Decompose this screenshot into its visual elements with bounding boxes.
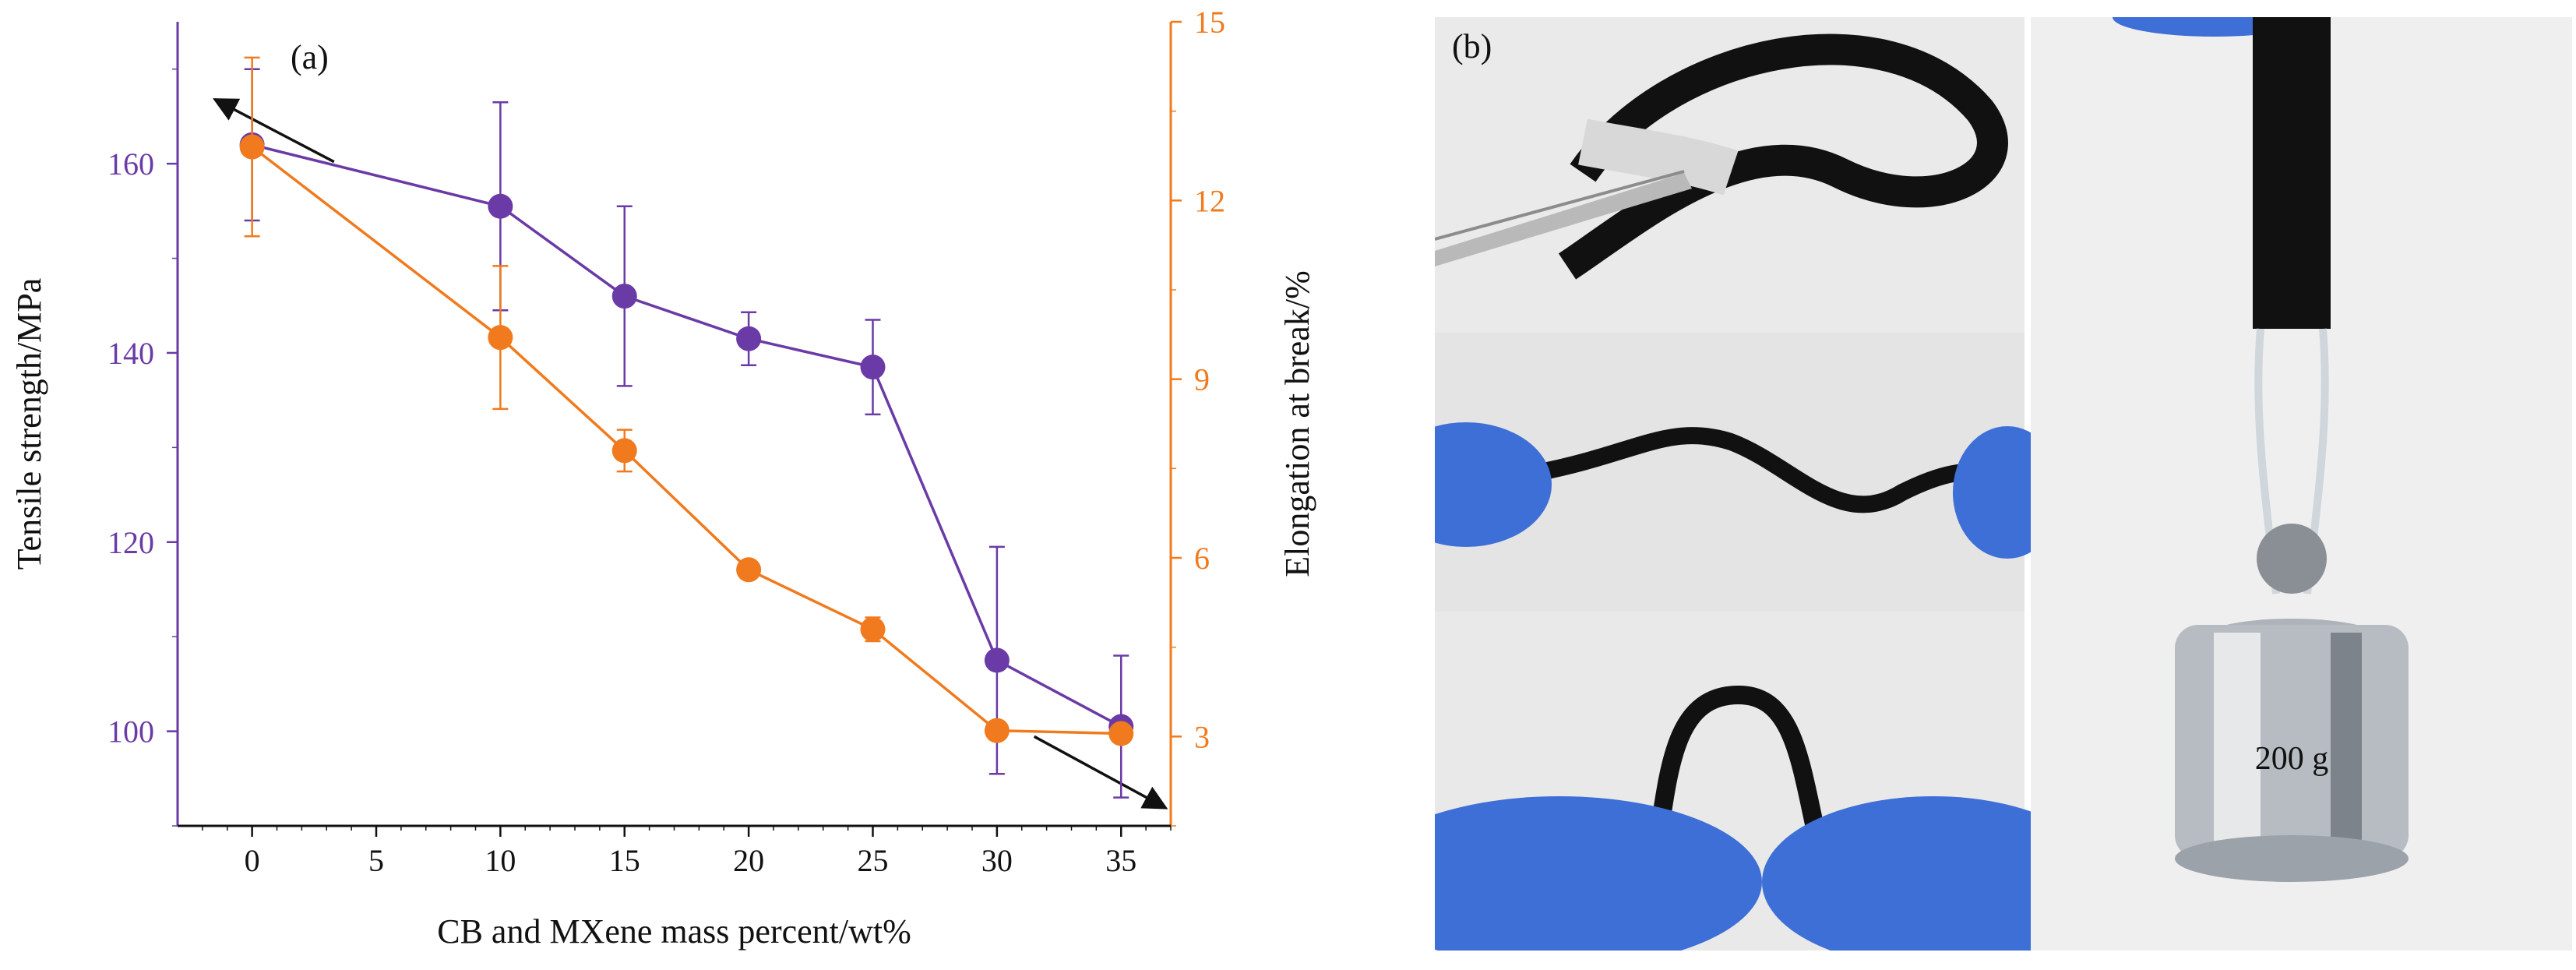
- photo-tweezers-ribbon: [1435, 17, 2025, 333]
- series-left: [239, 68, 1134, 799]
- photo-panel-b: 200 g (b): [1435, 17, 2572, 951]
- photo-twisted-ribbon: [1435, 333, 2062, 612]
- y-right-tick-label: 6: [1194, 541, 1210, 576]
- trend-arrow-left: [213, 98, 335, 164]
- y-left-tick-label: 120: [107, 525, 154, 560]
- x-tick-label: 25: [858, 843, 889, 878]
- data-point: [736, 326, 762, 351]
- data-point: [611, 284, 637, 309]
- x-tick-label: 20: [733, 843, 764, 878]
- chart-a: 0 5 10 15 20 25 30 35 100 120 140 160 3 6 9 12 15 CB and …: [10, 5, 1316, 951]
- y-left-tick-label: 100: [107, 714, 154, 750]
- x-tick-label: 0: [245, 843, 260, 878]
- data-point: [1108, 721, 1134, 746]
- data-point: [860, 616, 886, 642]
- y-axis-right-label: Elongation at break/%: [1278, 270, 1316, 577]
- data-point: [611, 438, 637, 464]
- y-right-tick-label: 15: [1194, 5, 1225, 40]
- weight-label: 200 g: [2255, 741, 2329, 777]
- y-axis-left-label: Tensile strength/MPa: [10, 278, 48, 570]
- photo-collage: 200 g (b): [1435, 17, 2572, 951]
- data-point: [736, 557, 762, 583]
- data-point: [488, 193, 513, 219]
- data-point: [984, 718, 1010, 743]
- x-tick-label: 30: [981, 843, 1013, 878]
- y-right-tick-label: 3: [1194, 719, 1210, 754]
- y-left-tick-label: 140: [107, 336, 154, 371]
- trend-arrow-right: [1033, 735, 1168, 810]
- panel-label-a: (a): [291, 38, 329, 76]
- panel-label-b: (b): [1452, 27, 1492, 65]
- series-line: [252, 143, 1122, 728]
- x-tick-label: 15: [609, 843, 640, 878]
- x-tick-label: 35: [1105, 843, 1136, 878]
- x-axis-label: CB and MXene mass percent/wt%: [437, 912, 911, 951]
- x-tick-label: 10: [485, 843, 516, 878]
- y-right-tick-label: 9: [1194, 362, 1210, 397]
- data-point: [984, 647, 1010, 673]
- x-tick-label: 5: [368, 843, 384, 878]
- data-point: [860, 354, 886, 380]
- series-right: [239, 56, 1134, 746]
- y-right-tick-label: 12: [1194, 183, 1225, 218]
- photo-weight-hanging: 200 g: [2031, 17, 2572, 951]
- photo-bent-ribbon: [1435, 612, 2105, 951]
- data-point: [488, 325, 513, 351]
- y-left-tick-label: 160: [107, 146, 154, 182]
- data-point: [239, 134, 265, 160]
